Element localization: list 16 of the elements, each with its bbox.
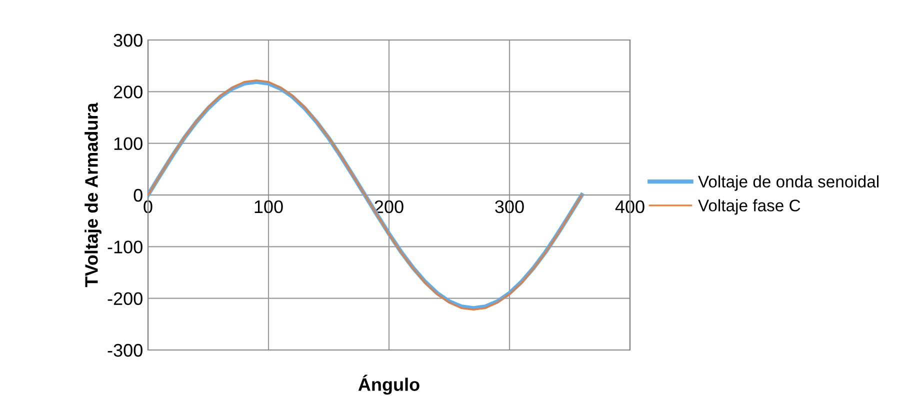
y-tick-label: 300: [114, 34, 142, 47]
x-axis-title: Ángulo: [358, 374, 420, 395]
y-tick-label: -100: [108, 240, 142, 254]
x-tick-label: 0: [144, 200, 152, 214]
y-tick-label: 200: [114, 86, 142, 98]
y-tick-label: 0: [134, 188, 142, 202]
y-tick-label: 100: [114, 137, 142, 150]
y-tick-label: -300: [108, 344, 142, 357]
x-tick-label: 200: [374, 200, 404, 214]
legend-label: Voltaje de onda senoidal: [698, 175, 878, 191]
x-tick-label: 100: [254, 200, 283, 214]
x-tick-label: 400: [615, 200, 644, 214]
x-tick-label: 300: [495, 200, 524, 214]
y-axis-title: TVoltaje de Armadura: [84, 102, 102, 288]
legend-label: Voltaje fase C: [698, 199, 800, 215]
y-tick-label: -200: [108, 292, 142, 306]
